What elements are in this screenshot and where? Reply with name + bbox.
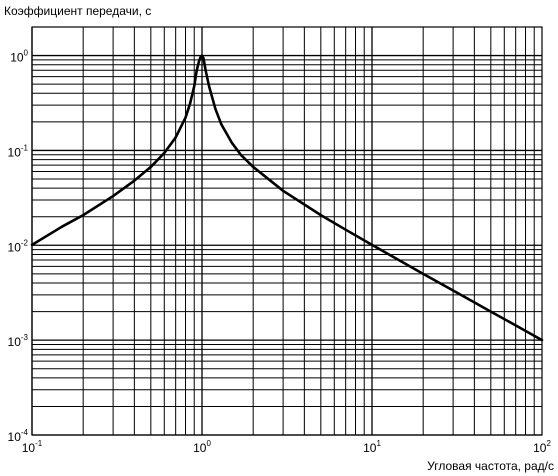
y-axis-label: Коэффициент передачи, с (4, 4, 151, 18)
x-tick-label: 102 (533, 439, 551, 455)
y-tick-label: 10-1 (8, 143, 29, 159)
x-axis-label: Угловая частота, рад/с (427, 459, 554, 473)
x-tick-label: 100 (193, 439, 211, 455)
y-tick-label: 100 (10, 49, 28, 65)
series-line-1 (30, 54, 544, 342)
grid (31, 26, 542, 436)
x-tick-label: 10-1 (22, 439, 43, 455)
y-tick-label: 10-4 (8, 428, 29, 444)
y-tick-label: 10-2 (8, 238, 29, 254)
plot-frame (31, 26, 543, 436)
tick-labels: 10-1 100 101 102 100 10-1 10-2 10-3 10-4 (8, 49, 552, 455)
y-tick-label: 10-3 (8, 333, 29, 349)
series-lines (30, 54, 544, 342)
x-tick-label: 101 (363, 439, 381, 455)
